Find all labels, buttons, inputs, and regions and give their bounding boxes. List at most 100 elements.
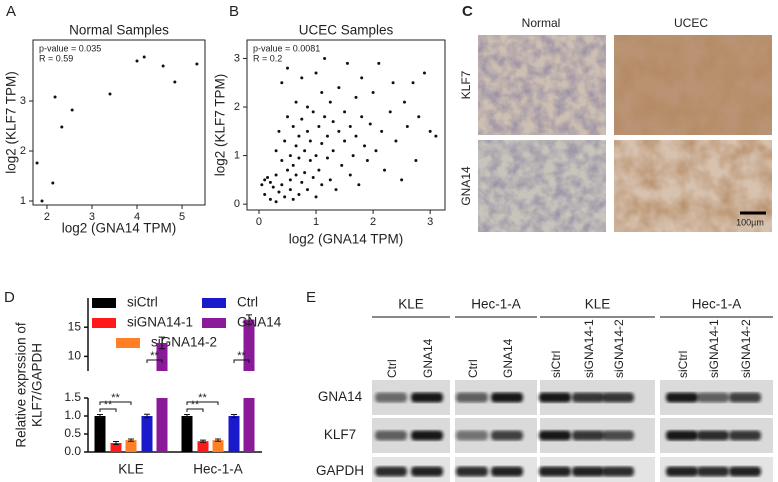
point (434, 134, 438, 138)
point (414, 158, 418, 162)
legend-swatch (116, 338, 140, 348)
point (308, 158, 312, 162)
point (308, 139, 312, 143)
blot-band (697, 430, 729, 441)
point (268, 180, 272, 184)
point (320, 183, 324, 187)
blot-row-label: GAPDH (316, 463, 364, 478)
blot-band (572, 466, 604, 477)
y-tick-label: 2 (234, 101, 240, 113)
point (325, 156, 329, 160)
point (363, 144, 367, 148)
point (280, 81, 284, 85)
panel-label: C (462, 3, 473, 20)
point (266, 175, 270, 179)
point (320, 90, 324, 94)
error-bar (184, 414, 190, 418)
point (374, 149, 378, 153)
lane-label: GNA14 (501, 338, 515, 378)
point (383, 168, 387, 172)
point (314, 71, 318, 75)
point (286, 115, 290, 119)
legend-label: siGNA14-2 (151, 335, 217, 350)
group-label: Hec-1-A (471, 297, 521, 312)
bar-upper-part (243, 319, 255, 371)
point (263, 192, 267, 196)
point (331, 149, 335, 153)
point (305, 105, 309, 109)
x-tick-label: 5 (179, 211, 185, 223)
y-tick-label: 1.5 (64, 390, 81, 404)
x-axis-label: log2 (GNA14 TPM) (289, 232, 404, 247)
error-bar (231, 414, 237, 418)
point (142, 55, 146, 59)
legend-swatch (92, 298, 116, 308)
significance-bracket (99, 401, 132, 405)
point (195, 62, 199, 66)
blot-band (572, 392, 604, 403)
point (345, 61, 349, 65)
x-tick-label: 4 (134, 211, 140, 223)
y-tick-label: 0.5 (64, 426, 81, 440)
point (286, 66, 290, 70)
blot-band (411, 392, 443, 403)
y-axis-label: log2 (KLF7 TPM) (4, 71, 19, 174)
ihc-row-label: KLF7 (459, 70, 473, 99)
blot-band (456, 430, 488, 441)
bar (197, 441, 209, 452)
point (334, 188, 338, 192)
error-bar (113, 441, 119, 445)
lane-label: siGNA14-2 (612, 319, 626, 378)
annotation: R = 0.2 (253, 53, 282, 63)
annotation: p-value = 0.0081 (253, 43, 320, 53)
legend-label: Ctrl (237, 295, 258, 310)
point (388, 110, 392, 114)
x-tick-label: 3 (427, 216, 433, 228)
point (323, 115, 327, 119)
point (417, 115, 421, 119)
chart-title: Normal Samples (69, 23, 169, 38)
panel-label: B (229, 3, 239, 20)
significance-bracket (186, 401, 219, 405)
ihc-row-label: GNA14 (459, 166, 473, 206)
point (351, 154, 355, 158)
point (337, 129, 341, 133)
blot-band (697, 392, 729, 403)
point (288, 178, 292, 182)
legend-label: GNA14 (237, 315, 282, 330)
point (340, 163, 344, 167)
blot-row-label: GNA14 (318, 389, 363, 404)
blot-band (602, 430, 634, 441)
blot-band (539, 392, 571, 403)
point (400, 178, 404, 182)
point (303, 171, 307, 175)
blot-band (375, 466, 407, 477)
ihc-panel: 100µm Normal UCEC KLF7 GNA14 (459, 16, 772, 232)
point (394, 139, 398, 143)
point (161, 64, 165, 68)
blot-band (456, 466, 488, 477)
point (135, 59, 139, 63)
point (311, 110, 315, 114)
point (271, 185, 275, 189)
lane-label: siGNA14-2 (739, 319, 753, 378)
point (53, 95, 57, 99)
blot-band (539, 430, 571, 441)
scale-bar-label: 100µm (736, 217, 764, 227)
point (428, 129, 432, 133)
legend-swatch (202, 318, 226, 328)
blot-band (491, 466, 523, 477)
point (405, 124, 409, 128)
point (314, 195, 318, 199)
blot-band (729, 392, 761, 403)
ihc-texture (614, 140, 772, 232)
x-tick-label: 2 (370, 216, 376, 228)
point (274, 200, 278, 204)
blot-band (666, 392, 698, 403)
point (288, 154, 292, 158)
group-label: KLE (585, 297, 611, 312)
ihc-texture (478, 35, 606, 135)
point (297, 156, 301, 160)
y-tick-label: 0 (234, 198, 240, 210)
point (354, 134, 358, 138)
